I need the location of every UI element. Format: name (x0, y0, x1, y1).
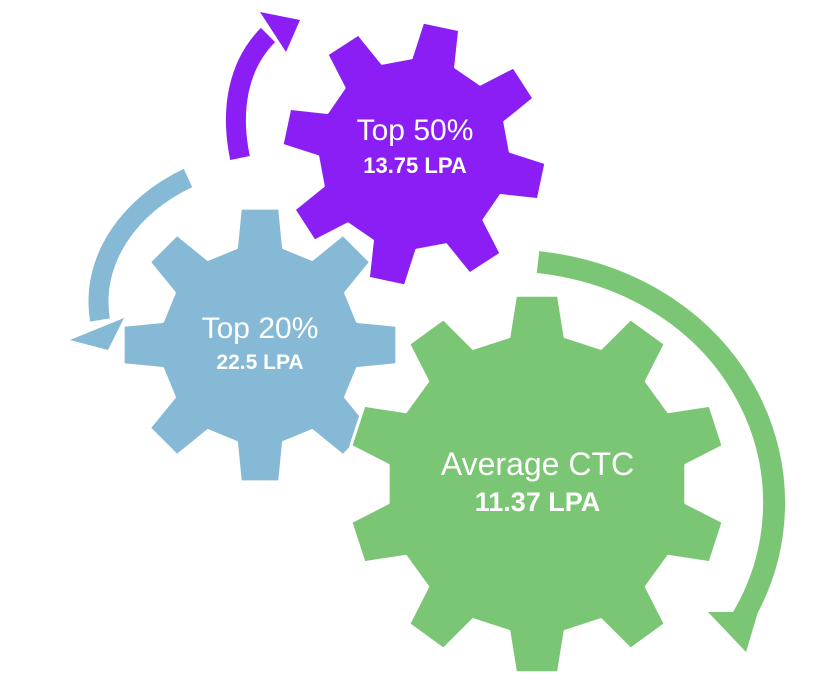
average-curved-arrow-icon (536, 251, 786, 652)
top20-value: 22.5 LPA (216, 350, 304, 374)
top20-gear-icon (122, 207, 398, 483)
top50-label: Top 50% 13.75 LPA (300, 114, 530, 178)
top50-title: Top 50% (356, 114, 474, 147)
top20-label: Top 20% 22.5 LPA (150, 312, 370, 375)
top20-curved-arrow-icon (70, 168, 193, 350)
average-gear-icon (349, 293, 725, 675)
top50-curved-arrow-icon (225, 12, 300, 161)
top50-value: 13.75 LPA (363, 152, 467, 178)
top50-gear-icon (281, 21, 547, 287)
average-label: Average CTC 11.37 LPA (400, 446, 675, 518)
top20-title: Top 20% (201, 312, 319, 345)
average-title: Average CTC (440, 446, 635, 482)
average-value: 11.37 LPA (474, 486, 601, 517)
